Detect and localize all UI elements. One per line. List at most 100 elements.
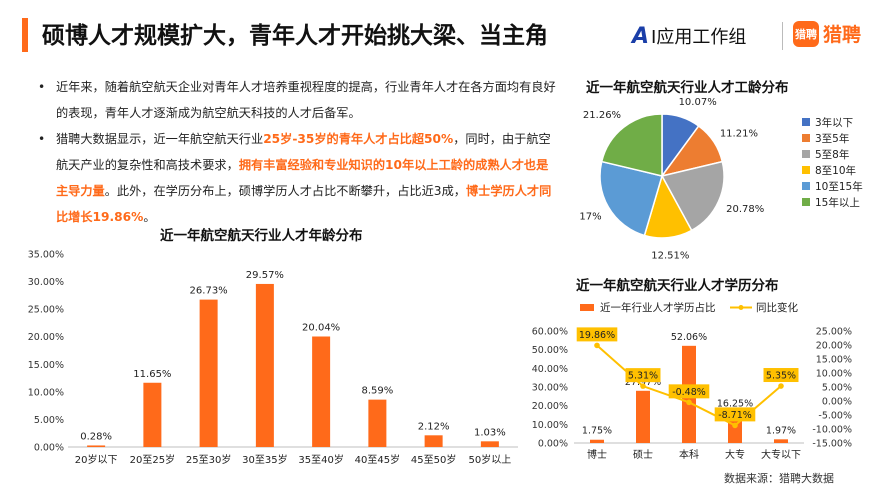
bullet-text: 。 xyxy=(143,210,156,224)
x-tick-label: 50岁以上 xyxy=(469,453,512,466)
left-y-tick-label: 30.00% xyxy=(532,383,568,394)
summary-bullet: • 近年来，随着航空航天企业对青年人才培养重视程度的提高，行业青年人才在各方面均有… xyxy=(36,74,556,126)
education-bar-value-label: 1.75% xyxy=(582,426,612,437)
y-tick-label: 10.00% xyxy=(28,387,64,398)
title-accent-bar xyxy=(22,18,28,52)
yoy-label-box xyxy=(763,368,799,383)
education-bar-value-label: 52.06% xyxy=(671,332,707,343)
summary-bullet: • 猎聘大数据显示，近一年航空航天行业25岁-35岁的青年人才占比超50%，同时，… xyxy=(36,126,556,230)
yoy-change-point xyxy=(640,383,646,389)
pie-slice xyxy=(599,160,663,237)
pie-slice-label: 11.21% xyxy=(720,128,758,139)
logo-divider xyxy=(782,22,783,50)
y-tick-label: 25.00% xyxy=(28,305,64,316)
summary-bullets: • 近年来，随着航空航天企业对青年人才培养重视程度的提高，行业青年人才在各方面均有… xyxy=(36,74,556,230)
education-bar-value-label: 1.97% xyxy=(766,425,796,436)
left-y-tick-label: 60.00% xyxy=(532,327,568,338)
legend-swatch xyxy=(802,118,810,126)
legend-label: 15年以上 xyxy=(815,196,860,209)
liepin-logo-icon: 猎聘 xyxy=(793,20,819,47)
legend-swatch xyxy=(802,182,810,190)
left-y-tick-label: 10.00% xyxy=(532,420,568,431)
age-bar-value-label: 29.57% xyxy=(246,270,284,281)
x-tick-label: 博士 xyxy=(587,448,607,461)
highlight-text: 25岁-35岁的青年人才占比超50% xyxy=(263,132,454,146)
age-bar-value-label: 20.04% xyxy=(302,322,340,333)
x-tick-label: 20至25岁 xyxy=(130,453,175,466)
yoy-change-point xyxy=(778,383,784,389)
age-chart-title: 近一年航空航天行业人才年龄分布 xyxy=(160,228,363,244)
yoy-label-box xyxy=(668,384,710,399)
left-y-tick-label: 0.00% xyxy=(538,439,568,450)
pie-slice-label: 24.17% xyxy=(580,212,602,223)
legend-label: 同比变化 xyxy=(756,301,798,314)
age-bar-value-label: 8.59% xyxy=(361,386,393,397)
yoy-label-box xyxy=(576,327,618,342)
ai-workgroup-logo: A I应用工作组 xyxy=(632,22,746,50)
legend-swatch xyxy=(580,304,594,311)
age-bar xyxy=(87,445,106,447)
x-tick-label: 本科 xyxy=(679,448,699,461)
age-bar xyxy=(368,399,387,447)
age-bar-value-label: 26.73% xyxy=(190,286,228,297)
x-tick-label: 35至40岁 xyxy=(298,453,343,466)
x-tick-label: 30至35岁 xyxy=(242,453,287,466)
age-bar xyxy=(199,299,218,447)
x-tick-label: 25至30岁 xyxy=(186,453,231,466)
y-tick-label: 30.00% xyxy=(28,277,64,288)
x-tick-label: 硕士 xyxy=(633,448,653,461)
top-bar xyxy=(0,0,889,6)
pie-slice-label: 20.78% xyxy=(726,204,764,215)
tenure-chart-title: 近一年航空航天行业人才工龄分布 xyxy=(586,80,789,96)
x-tick-label: 40至45岁 xyxy=(355,453,400,466)
pie-slice-label: 21.26% xyxy=(583,110,621,121)
x-tick-label: 大专 xyxy=(725,448,745,461)
legend-label: 5至8年 xyxy=(815,148,849,161)
education-bar-value-label: 27.97% xyxy=(625,377,661,388)
pie-slice-label: 10.07% xyxy=(679,98,717,108)
legend-marker xyxy=(738,305,744,310)
legend-swatch xyxy=(802,198,810,206)
right-y-tick-label: 15.00% xyxy=(816,355,852,366)
data-source-note: 数据来源：猎聘大数据 xyxy=(724,472,834,485)
yoy-change-point xyxy=(594,342,600,349)
left-y-tick-label: 20.00% xyxy=(532,401,568,412)
bullet-text: 猎聘大数据显示，近一年航空航天行业 xyxy=(56,132,264,146)
right-y-tick-label: 10.00% xyxy=(816,369,852,380)
legend-label: 3年以下 xyxy=(815,116,853,129)
bullet-text: 。此外，在学历分布上，硕博学历人才占比不断攀升，占比近3成， xyxy=(104,184,466,198)
legend-label: 近一年行业人才学历占比 xyxy=(600,301,716,314)
age-bar-value-label: 11.65% xyxy=(133,369,171,380)
age-bar xyxy=(255,283,274,447)
x-tick-label: 45至50岁 xyxy=(411,453,456,466)
education-bar xyxy=(636,390,650,443)
education-bar xyxy=(774,439,788,443)
bullet-dot: • xyxy=(38,132,46,146)
yoy-change-point xyxy=(686,399,692,406)
liepin-logo-text: 猎聘 xyxy=(823,24,862,46)
left-y-tick-label: 50.00% xyxy=(532,345,568,356)
yoy-change-label: 19.86% xyxy=(579,330,615,341)
bullet-text: ，同时，由于航空航天产业的复杂性和高技术要求， xyxy=(56,132,551,172)
right-y-tick-label: 25.00% xyxy=(816,327,852,338)
age-bar xyxy=(312,336,331,447)
legend-label: 10至15年 xyxy=(815,180,863,193)
yoy-label-box xyxy=(625,368,661,383)
age-bar xyxy=(424,435,443,447)
age-bar-value-label: 0.28% xyxy=(80,431,112,442)
legend-swatch xyxy=(802,134,810,142)
age-bar xyxy=(480,441,499,447)
yoy-change-label: -8.71% xyxy=(718,410,752,421)
y-tick-label: 35.00% xyxy=(28,250,64,261)
y-tick-label: 5.00% xyxy=(34,415,64,426)
yoy-change-label: 5.31% xyxy=(628,371,658,382)
liepin-logo: 猎聘 猎聘 xyxy=(793,20,861,47)
legend-swatch xyxy=(802,166,810,174)
page-title: 硕博人才规模扩大，青年人才开始挑大梁、当主角 xyxy=(42,23,548,49)
ai-logo-icon: A xyxy=(632,23,650,49)
pie-slice xyxy=(600,113,663,177)
tenure-pie-chart: 10.07% 11.21% 20.78% 12.51% 24.17% 21.26% 3年以下… xyxy=(580,98,863,262)
left-y-tick-label: 40.00% xyxy=(532,364,568,375)
age-bar xyxy=(143,382,162,447)
ai-logo-text: I应用工作组 xyxy=(651,27,747,48)
